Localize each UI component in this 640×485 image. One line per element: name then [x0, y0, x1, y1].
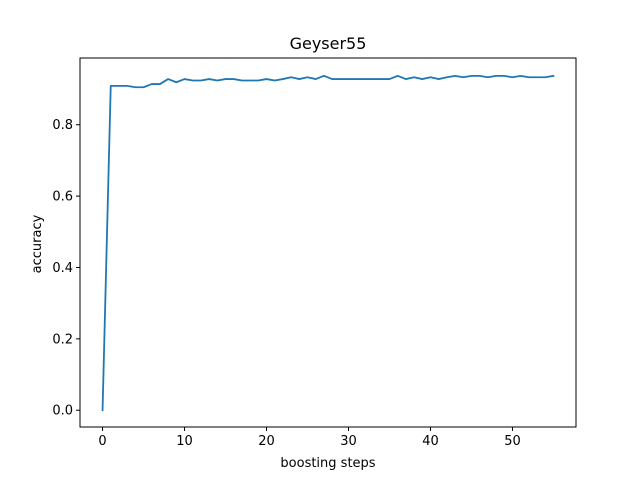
x-tick-label: 50 — [504, 434, 521, 449]
x-tick-label: 20 — [258, 434, 275, 449]
y-tick-label: 0.4 — [52, 261, 73, 276]
x-tick-label: 10 — [176, 434, 193, 449]
y-axis-label: accuracy — [30, 214, 45, 273]
y-tick-label: 0.6 — [52, 190, 73, 205]
y-tick-label: 0.8 — [52, 118, 73, 133]
x-tick-label: 30 — [340, 434, 357, 449]
x-tick-label: 0 — [98, 434, 106, 449]
plot-area: 0 10 20 30 40 50 0.0 0.2 0.4 0.6 0.8 — [52, 57, 577, 449]
x-axis-label: boosting steps — [280, 456, 375, 471]
chart-title: Geyser55 — [290, 34, 367, 53]
y-tick-label: 0.2 — [52, 332, 73, 347]
series-line-0 — [101, 74, 555, 412]
axes-frame — [79, 57, 577, 428]
y-tick-label: 0.0 — [52, 404, 73, 419]
x-tick-label: 40 — [422, 434, 439, 449]
